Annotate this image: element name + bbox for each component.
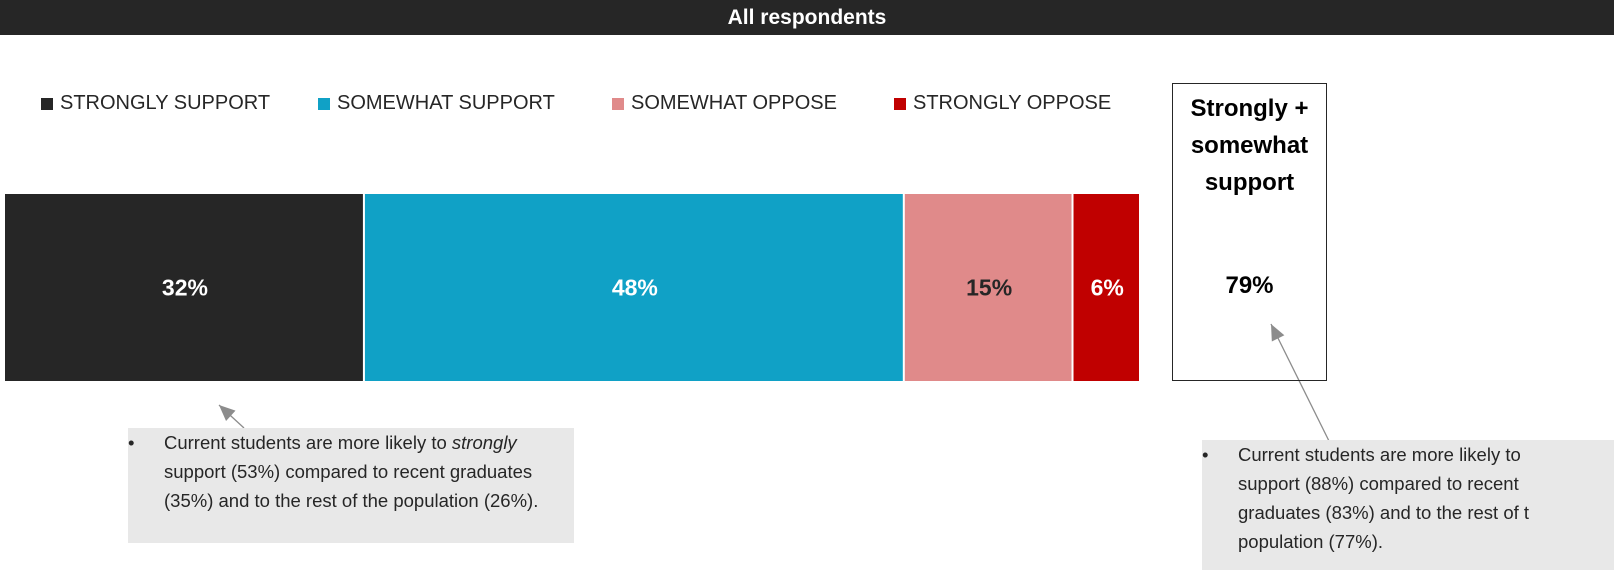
callout-left-before: Current students are more likely to (164, 432, 452, 453)
callout-left: • Current students are more likely to st… (128, 428, 574, 543)
callout-right-line: population (77%). (1238, 531, 1384, 552)
bar-segment-somewhat-support (364, 194, 903, 381)
bar-segment-strongly-support (5, 194, 363, 381)
summary-title-line: Strongly + (1190, 95, 1309, 122)
summary-title-line: somewhat (1190, 132, 1309, 159)
legend-swatch-somewhat-oppose (612, 97, 624, 110)
header-title: All respondents (727, 6, 887, 29)
callout-bullet: • (128, 432, 135, 453)
callout-right-line: support (88%) compared to recent (1238, 473, 1519, 494)
legend-swatch-strongly-support (41, 97, 53, 110)
bar-data-label: 15% (966, 275, 1012, 301)
summary-title-line: support (1204, 169, 1295, 196)
summary-value: 79% (1225, 272, 1274, 299)
legend-label-somewhat-oppose: SOMEWHAT OPPOSE (631, 92, 837, 114)
callout-right-line: Current students are more likely to (1238, 444, 1521, 465)
summary-title: Strongly + somewhat support (1173, 90, 1326, 201)
callout-right-arrow-line (1270, 323, 1330, 442)
summary-box: Strongly + somewhat support 79% (1172, 83, 1327, 381)
callout-left-emphasis: strongly (451, 432, 517, 453)
callout-right: • Current students are more likely to su… (1202, 440, 1614, 570)
legend-swatch-strongly-oppose (894, 97, 906, 110)
legend-swatch-somewhat-support (318, 97, 330, 110)
legend-label-strongly-support: STRONGLY SUPPORT (60, 92, 271, 114)
bar-segment-strongly-oppose (1073, 194, 1139, 381)
bar-segment-somewhat-oppose (904, 194, 1072, 381)
header-bar: All respondents (0, 0, 1614, 35)
legend-item-somewhat-support: SOMEWHAT SUPPORT (318, 92, 555, 115)
callout-right-line: graduates (83%) and to the rest of t (1238, 502, 1530, 523)
legend-label-somewhat-support: SOMEWHAT SUPPORT (337, 92, 555, 114)
legend-item-strongly-oppose: STRONGLY OPPOSE (894, 92, 1111, 115)
bar-data-label: 6% (1091, 275, 1124, 301)
callout-right-arrow-head (1271, 324, 1285, 342)
callout-left-arrow-head (219, 405, 236, 421)
legend-item-somewhat-oppose: SOMEWHAT OPPOSE (612, 92, 837, 115)
callout-left-text: Current students are more likely to stro… (164, 428, 574, 515)
legend-label-strongly-oppose: STRONGLY OPPOSE (913, 92, 1112, 114)
callout-bullet: • (1202, 444, 1209, 465)
callout-left-after: support (53%) compared to recent graduat… (164, 461, 539, 511)
callout-right-text: Current students are more likely to supp… (1238, 440, 1614, 556)
legend-item-strongly-support: STRONGLY SUPPORT (41, 92, 270, 115)
bar-data-label: 48% (612, 275, 658, 301)
bar-data-label: 32% (162, 275, 208, 301)
